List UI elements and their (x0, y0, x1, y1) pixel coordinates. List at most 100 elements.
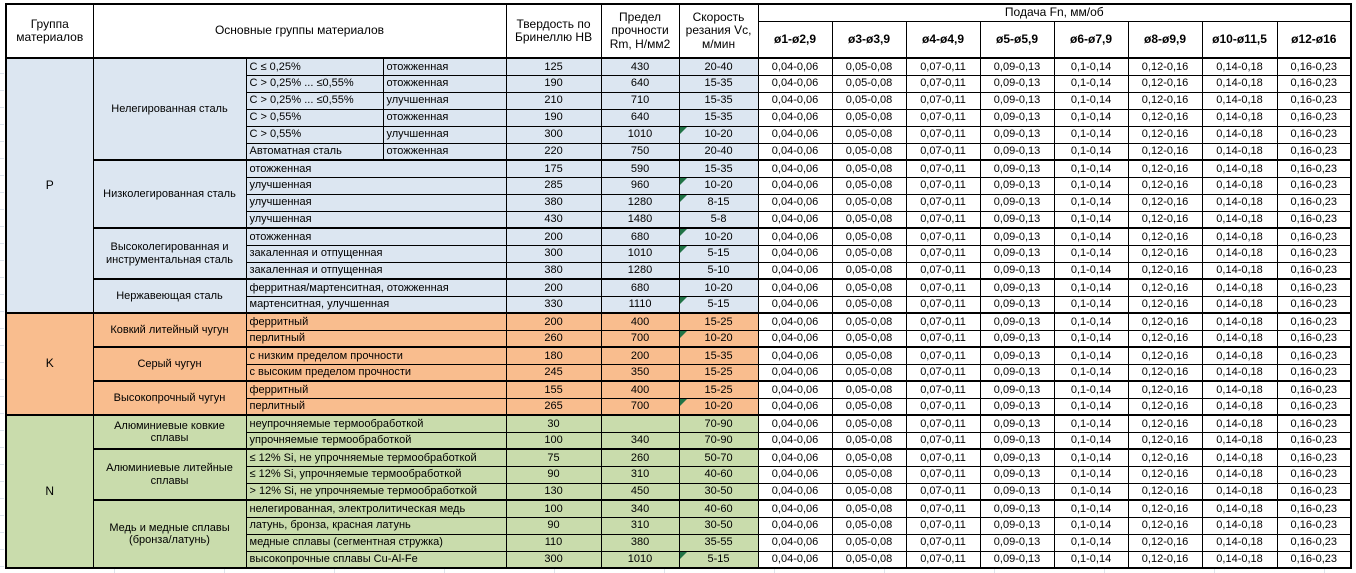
feed-cell[interactable]: 0,1-0,14 (1053, 142, 1129, 161)
feed-cell[interactable]: 0,16-0,23 (1276, 448, 1352, 467)
feed-cell[interactable]: 0,12-0,16 (1127, 465, 1203, 484)
feed-cell[interactable]: 0,1-0,14 (1053, 244, 1129, 263)
hardness-cell[interactable]: 210 (505, 91, 602, 110)
material-desc-cell[interactable]: ≤ 12% Si, не упрочняемые термообработкой (245, 448, 507, 467)
strength-cell[interactable]: 1110 (600, 295, 680, 314)
feed-cell[interactable]: 0,07-0,11 (905, 312, 981, 331)
strength-cell[interactable]: 640 (600, 74, 680, 93)
material-desc-cell[interactable]: ≤ 12% Si, упрочняемые термообработкой (245, 465, 507, 484)
cutting-speed-cell[interactable]: 40-60 (678, 465, 759, 484)
hardness-cell[interactable]: 245 (505, 363, 602, 382)
feed-cell[interactable]: 0,04-0,06 (757, 295, 833, 314)
cutting-speed-cell[interactable]: 35-55 (678, 533, 759, 552)
feed-cell[interactable]: 0,04-0,06 (757, 329, 833, 348)
feed-cell[interactable]: 0,12-0,16 (1127, 550, 1203, 569)
feed-cell[interactable]: 0,09-0,13 (979, 244, 1055, 263)
feed-cell[interactable]: 0,09-0,13 (979, 210, 1055, 229)
feed-cell[interactable]: 0,16-0,23 (1276, 465, 1352, 484)
subgroup-name-cell[interactable]: Ковкий литейный чугун (92, 312, 247, 348)
feed-cell[interactable]: 0,16-0,23 (1276, 363, 1352, 382)
strength-cell[interactable]: 400 (600, 312, 680, 331)
material-desc-cell[interactable]: с низким пределом прочности (245, 346, 507, 365)
hardness-cell[interactable]: 300 (505, 125, 602, 144)
hardness-cell[interactable]: 190 (505, 108, 602, 127)
feed-cell[interactable]: 0,16-0,23 (1276, 261, 1352, 280)
feed-cell[interactable]: 0,05-0,08 (831, 397, 907, 416)
feed-cell[interactable]: 0,04-0,06 (757, 516, 833, 535)
feed-cell[interactable]: 0,12-0,16 (1127, 533, 1203, 552)
feed-cell[interactable]: 0,16-0,23 (1276, 193, 1352, 212)
strength-cell[interactable]: 1280 (600, 261, 680, 280)
feed-cell[interactable]: 0,09-0,13 (979, 329, 1055, 348)
feed-cell[interactable]: 0,1-0,14 (1053, 176, 1129, 195)
feed-cell[interactable]: 0,12-0,16 (1127, 414, 1203, 433)
hardness-cell[interactable]: 75 (505, 448, 602, 467)
hardness-cell[interactable]: 330 (505, 295, 602, 314)
material-state-cell[interactable]: улучшенная (382, 125, 507, 144)
feed-cell[interactable]: 0,1-0,14 (1053, 295, 1129, 314)
strength-cell[interactable]: 1480 (600, 210, 680, 229)
cutting-speed-cell[interactable]: 70-90 (678, 431, 759, 450)
material-desc-cell[interactable]: мартенситная, улучшенная (245, 295, 507, 314)
feed-cell[interactable]: 0,07-0,11 (905, 74, 981, 93)
hardness-cell[interactable]: 220 (505, 142, 602, 161)
material-state-cell[interactable]: отожженная (382, 142, 507, 161)
feed-cell[interactable]: 0,09-0,13 (979, 125, 1055, 144)
feed-cell[interactable]: 0,05-0,08 (831, 74, 907, 93)
feed-cell[interactable]: 0,05-0,08 (831, 516, 907, 535)
feed-cell[interactable]: 0,07-0,11 (905, 482, 981, 501)
feed-cell[interactable]: 0,07-0,11 (905, 244, 981, 263)
material-desc-cell[interactable]: неупрочняемые термообработкой (245, 414, 507, 433)
feed-cell[interactable]: 0,14-0,18 (1201, 397, 1278, 416)
feed-cell[interactable]: 0,07-0,11 (905, 346, 981, 365)
cutting-speed-cell[interactable]: 10-20 (678, 278, 759, 297)
material-composition-cell[interactable]: C > 0,55% (245, 125, 384, 144)
feed-cell[interactable]: 0,1-0,14 (1053, 465, 1129, 484)
feed-cell[interactable]: 0,05-0,08 (831, 431, 907, 450)
feed-cell[interactable]: 0,14-0,18 (1201, 380, 1278, 399)
feed-cell[interactable]: 0,14-0,18 (1201, 244, 1278, 263)
feed-cell[interactable]: 0,04-0,06 (757, 363, 833, 382)
cutting-speed-cell[interactable]: 15-35 (678, 108, 759, 127)
feed-cell[interactable]: 0,12-0,16 (1127, 346, 1203, 365)
feed-cell[interactable]: 0,05-0,08 (831, 193, 907, 212)
strength-cell[interactable]: 1010 (600, 125, 680, 144)
feed-cell[interactable]: 0,09-0,13 (979, 142, 1055, 161)
feed-cell[interactable]: 0,07-0,11 (905, 448, 981, 467)
feed-cell[interactable]: 0,14-0,18 (1201, 329, 1278, 348)
cutting-speed-cell[interactable]: 5-15 (678, 295, 759, 314)
feed-cell[interactable]: 0,12-0,16 (1127, 397, 1203, 416)
feed-cell[interactable]: 0,05-0,08 (831, 261, 907, 280)
feed-cell[interactable]: 0,12-0,16 (1127, 159, 1203, 178)
header-feed-d1[interactable]: ø1-ø2,9 (757, 20, 833, 59)
cutting-speed-cell[interactable]: 15-35 (678, 159, 759, 178)
feed-cell[interactable]: 0,12-0,16 (1127, 329, 1203, 348)
feed-cell[interactable]: 0,16-0,23 (1276, 346, 1352, 365)
feed-cell[interactable]: 0,05-0,08 (831, 482, 907, 501)
feed-cell[interactable]: 0,1-0,14 (1053, 312, 1129, 331)
header-feed-d4[interactable]: ø5-ø5,9 (979, 20, 1055, 59)
feed-cell[interactable]: 0,04-0,06 (757, 210, 833, 229)
material-composition-cell[interactable]: C ≤ 0,25% (245, 57, 384, 76)
feed-cell[interactable]: 0,1-0,14 (1053, 448, 1129, 467)
feed-cell[interactable]: 0,07-0,11 (905, 516, 981, 535)
feed-cell[interactable]: 0,14-0,18 (1201, 550, 1278, 569)
feed-cell[interactable]: 0,04-0,06 (757, 91, 833, 110)
feed-cell[interactable]: 0,12-0,16 (1127, 516, 1203, 535)
feed-cell[interactable]: 0,12-0,16 (1127, 312, 1203, 331)
hardness-cell[interactable]: 430 (505, 210, 602, 229)
hardness-cell[interactable]: 200 (505, 312, 602, 331)
subgroup-name-cell[interactable]: Высоколегированная и инструментальная ст… (92, 227, 247, 280)
material-desc-cell[interactable]: улучшенная (245, 210, 507, 229)
feed-cell[interactable]: 0,04-0,06 (757, 74, 833, 93)
feed-cell[interactable]: 0,04-0,06 (757, 312, 833, 331)
material-desc-cell[interactable]: отожженная (245, 159, 507, 178)
feed-cell[interactable]: 0,05-0,08 (831, 465, 907, 484)
feed-cell[interactable]: 0,1-0,14 (1053, 193, 1129, 212)
feed-cell[interactable]: 0,1-0,14 (1053, 108, 1129, 127)
feed-cell[interactable]: 0,04-0,06 (757, 176, 833, 195)
feed-cell[interactable]: 0,12-0,16 (1127, 57, 1203, 76)
hardness-cell[interactable]: 130 (505, 482, 602, 501)
feed-cell[interactable]: 0,09-0,13 (979, 448, 1055, 467)
feed-cell[interactable]: 0,16-0,23 (1276, 431, 1352, 450)
